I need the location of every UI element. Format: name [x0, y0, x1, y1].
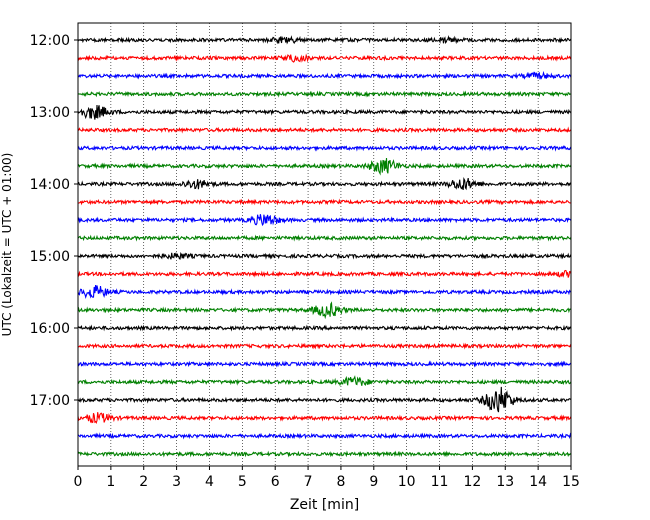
trace-1215	[77, 53, 572, 63]
trace-1615	[77, 342, 572, 350]
x-tick-label-5: 5	[238, 474, 247, 490]
trace-1630	[77, 360, 572, 368]
x-tick-label-10: 10	[398, 474, 416, 490]
x-tick-label-14: 14	[529, 474, 547, 490]
x-tick-label-13: 13	[496, 474, 514, 490]
trace-1330	[77, 144, 572, 152]
y-axis-label: UTC (Lokalzeit = UTC + 01:00)	[0, 153, 14, 337]
trace-1500	[77, 251, 572, 260]
trace-1715	[77, 412, 572, 424]
x-tick-label-8: 8	[336, 474, 345, 490]
trace-1415	[77, 198, 572, 206]
x-axis-ticks: 0 1 2 3 4 5 6 7 8 9 10 11 12 13 14 15	[74, 466, 580, 490]
trace-1645	[77, 375, 572, 387]
plot-frame	[77, 22, 572, 467]
trace-1530	[77, 285, 572, 299]
trace-1745	[77, 450, 572, 458]
trace-1515	[77, 269, 572, 278]
y-axis-ticks: 12:00 13:00 14:00 15:00 16:00 17:00	[30, 33, 78, 409]
trace-1230	[77, 70, 572, 80]
x-tick-label-3: 3	[172, 474, 181, 490]
trace-1730	[77, 432, 572, 440]
x-tick-label-0: 0	[74, 474, 83, 490]
trace-1430	[77, 214, 572, 227]
x-tick-label-12: 12	[463, 474, 481, 490]
trace-1445	[77, 234, 572, 242]
x-tick-label-2: 2	[139, 474, 148, 490]
x-tick-label-11: 11	[431, 474, 449, 490]
trace-1345	[77, 157, 572, 176]
y-tick-label-0: 12:00	[30, 33, 70, 49]
x-axis-label: Zeit [min]	[290, 497, 359, 513]
y-tick-label-2: 14:00	[30, 177, 70, 193]
x-tick-label-15: 15	[562, 474, 580, 490]
y-tick-label-5: 17:00	[30, 393, 70, 409]
trace-1200	[77, 35, 572, 45]
trace-1400	[77, 177, 572, 191]
trace-group	[77, 35, 572, 458]
trace-1700	[77, 386, 572, 413]
y-tick-label-1: 13:00	[30, 105, 70, 121]
y-tick-label-3: 15:00	[30, 249, 70, 265]
y-tick-label-4: 16:00	[30, 321, 70, 337]
x-tick-label-1: 1	[106, 474, 115, 490]
trace-1545	[77, 301, 572, 320]
x-tick-label-6: 6	[271, 474, 280, 490]
trace-1600	[77, 324, 572, 332]
x-tick-label-9: 9	[369, 474, 378, 490]
trace-1300	[77, 104, 572, 120]
x-tick-label-4: 4	[205, 474, 214, 490]
x-tick-label-7: 7	[304, 474, 313, 490]
trace-1315	[77, 126, 572, 134]
trace-1245	[77, 90, 572, 98]
